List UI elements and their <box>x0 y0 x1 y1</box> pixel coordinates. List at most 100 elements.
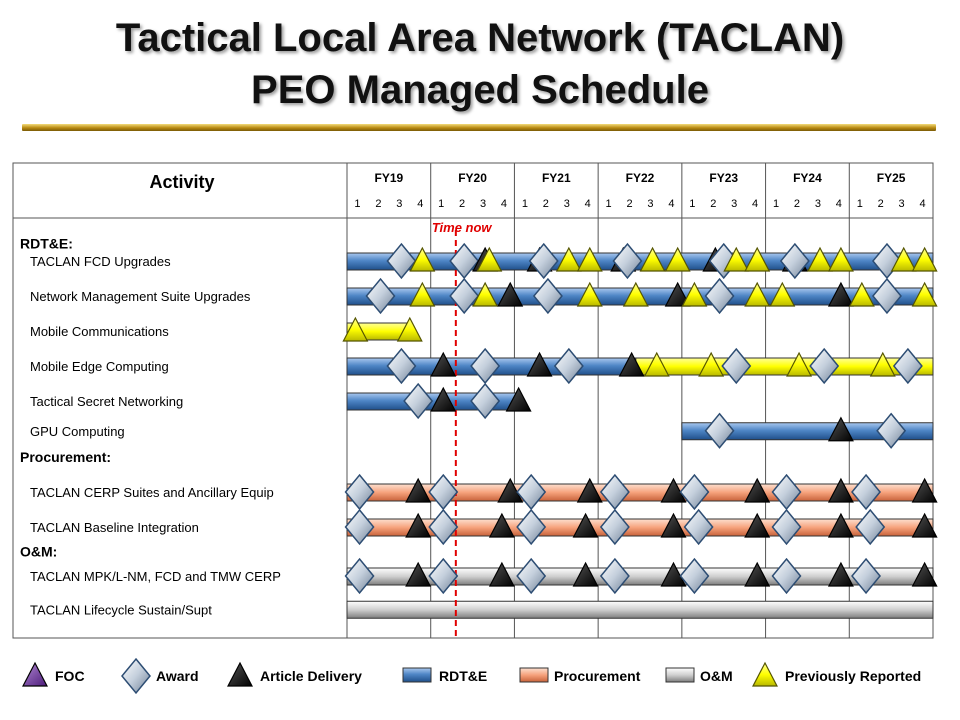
previously-reported-milestone <box>848 281 875 307</box>
award-milestone <box>871 277 902 315</box>
quarter-label: 3 <box>899 198 905 210</box>
quarter-label: 1 <box>773 198 779 210</box>
award-milestone <box>386 242 417 280</box>
award-milestone <box>428 508 459 546</box>
award-milestone <box>771 508 802 546</box>
quarter-label: 4 <box>501 198 507 210</box>
activity-label: Mobile Communications <box>30 324 169 339</box>
article-delivery-milestone <box>827 561 854 587</box>
previously-reported-milestone <box>752 661 778 687</box>
previously-reported-milestone <box>827 246 854 272</box>
om-legend-swatch <box>665 667 695 683</box>
award-milestone <box>809 347 840 385</box>
award-milestone <box>876 412 907 449</box>
award-milestone <box>851 473 882 511</box>
award-milestone <box>704 277 735 315</box>
quarter-label: 4 <box>668 198 674 210</box>
quarter-label: 3 <box>647 198 653 210</box>
fy-label-fy20: FY20 <box>458 171 487 185</box>
previously-reported-milestone <box>342 316 369 342</box>
article-delivery-milestone <box>744 512 771 538</box>
award-milestone <box>779 242 810 280</box>
award-milestone <box>721 347 752 385</box>
activity-label: Mobile Edge Computing <box>30 359 169 374</box>
legend-label: Previously Reported <box>785 668 921 684</box>
previously-reported-milestone <box>409 246 436 272</box>
time-now-label: Time now <box>432 220 493 235</box>
award-milestone <box>386 347 417 385</box>
quarter-label: 1 <box>689 198 695 210</box>
fy-label-fy22: FY22 <box>626 171 655 185</box>
quarter-label: 3 <box>564 198 570 210</box>
section-label: RDT&E: <box>20 236 73 252</box>
previously-reported-milestone <box>555 246 582 272</box>
previously-reported-milestone <box>869 351 896 377</box>
award-milestone <box>365 277 396 315</box>
section-label: O&M: <box>20 544 57 560</box>
award-milestone <box>683 508 714 546</box>
article-delivery-milestone <box>660 477 687 503</box>
previously-reported-milestone <box>643 351 670 377</box>
article-delivery-milestone <box>430 386 457 412</box>
quarter-label: 4 <box>417 198 423 210</box>
quarter-label: 1 <box>606 198 612 210</box>
quarter-label: 2 <box>543 198 549 210</box>
activity-label: TACLAN FCD Upgrades <box>30 254 171 269</box>
article-delivery-milestone <box>911 561 938 587</box>
previously-reported-milestone <box>723 246 750 272</box>
award-milestone <box>516 508 547 546</box>
previously-reported-milestone <box>472 281 499 307</box>
legend-label: Award <box>156 668 199 684</box>
article-delivery-milestone <box>405 477 432 503</box>
previously-reported-milestone <box>698 351 725 377</box>
fy-label-fy21: FY21 <box>542 171 571 185</box>
section-label: Procurement: <box>20 449 111 465</box>
previously-reported-milestone <box>890 246 917 272</box>
quarter-label: 3 <box>480 198 486 210</box>
page-subtitle: PEO Managed Schedule <box>251 68 709 112</box>
article-delivery-milestone <box>572 512 599 538</box>
article-delivery-milestone <box>827 416 854 442</box>
article-delivery-milestone <box>744 561 771 587</box>
article-delivery-milestone <box>488 561 515 587</box>
award-milestone <box>470 382 501 420</box>
activity-label: TACLAN Lifecycle Sustain/Supt <box>30 602 212 617</box>
article-delivery-milestone <box>660 561 687 587</box>
quarter-label: 1 <box>354 198 360 210</box>
activity-label: GPU Computing <box>30 424 125 439</box>
previously-reported-milestone <box>911 246 938 272</box>
award-milestone <box>121 657 151 695</box>
quarter-label: 2 <box>878 198 884 210</box>
previously-reported-milestone <box>476 246 503 272</box>
article-delivery-milestone <box>618 351 645 377</box>
article-delivery-milestone <box>827 477 854 503</box>
award-milestone <box>599 508 630 546</box>
quarter-label: 2 <box>626 198 632 210</box>
previously-reported-milestone <box>396 316 423 342</box>
article-delivery-milestone <box>572 561 599 587</box>
award-milestone <box>344 508 375 546</box>
activity-label: TACLAN CERP Suites and Ancillary Equip <box>30 485 274 500</box>
award-milestone <box>599 557 630 595</box>
article-delivery-milestone <box>660 512 687 538</box>
quarter-label: 4 <box>752 198 758 210</box>
article-delivery-milestone <box>488 512 515 538</box>
legend-label: Article Delivery <box>260 668 362 684</box>
article-delivery-milestone <box>827 281 854 307</box>
article-delivery-milestone <box>827 512 854 538</box>
activity-label: TACLAN MPK/L-NM, FCD and TMW CERP <box>30 569 281 584</box>
award-milestone <box>679 557 710 595</box>
article-delivery-milestone <box>497 477 524 503</box>
quarter-label: 3 <box>815 198 821 210</box>
previously-reported-milestone <box>786 351 813 377</box>
award-milestone <box>892 347 923 385</box>
foc-milestone <box>22 661 48 687</box>
activity-label: TACLAN Baseline Integration <box>30 520 199 535</box>
previously-reported-milestone <box>744 246 771 272</box>
award-milestone <box>612 242 643 280</box>
article-delivery-milestone <box>526 351 553 377</box>
award-milestone <box>403 382 434 420</box>
article-delivery-milestone <box>576 477 603 503</box>
previously-reported-milestone <box>744 281 771 307</box>
